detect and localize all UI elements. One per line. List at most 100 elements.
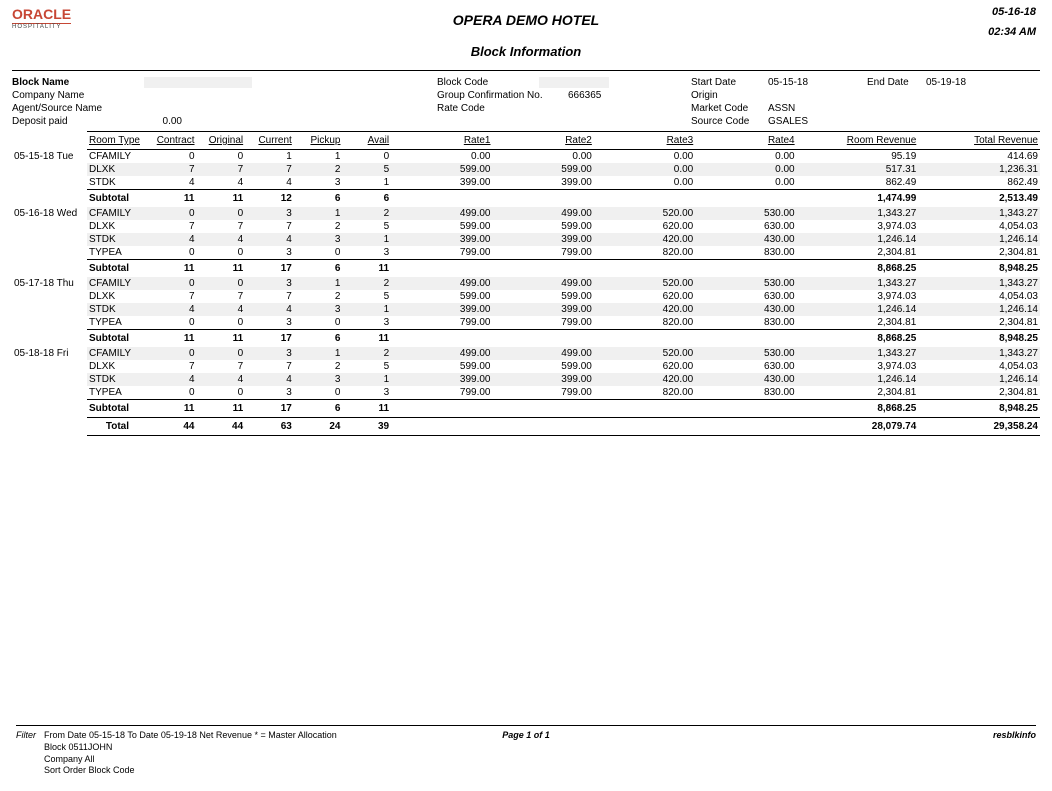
date-cell	[12, 360, 87, 373]
room-type-cell: STDK	[87, 176, 148, 190]
table-row: STDK44431399.00399.000.000.00862.49862.4…	[12, 176, 1040, 190]
original-cell: 0	[197, 150, 246, 164]
contract-cell: 4	[148, 176, 197, 190]
rate2-cell: 499.00	[493, 207, 594, 220]
contract-cell: 0	[148, 277, 197, 290]
pickup-cell: 0	[294, 246, 343, 260]
filter-line1: From Date 05-15-18 To Date 05-19-18 Net …	[44, 730, 337, 742]
date-cell	[12, 163, 87, 176]
current-cell: 7	[245, 360, 294, 373]
table-row: TYPEA00303799.00799.00820.00830.002,304.…	[12, 246, 1040, 260]
date-cell	[12, 290, 87, 303]
total-rev-cell: 1,343.27	[918, 207, 1040, 220]
end-date-value: 05-19-18	[926, 77, 966, 88]
avail-cell: 3	[342, 246, 391, 260]
table-row: 05-17-18 ThuCFAMILY00312499.00499.00520.…	[12, 277, 1040, 290]
room-type-cell: STDK	[87, 233, 148, 246]
agent-source-label: Agent/Source Name	[12, 103, 142, 114]
original-cell: 4	[197, 176, 246, 190]
rate1-cell: 499.00	[391, 347, 492, 360]
original-cell: 0	[197, 386, 246, 400]
avail-cell: 2	[342, 277, 391, 290]
original-cell: 0	[197, 316, 246, 330]
current-cell: 7	[245, 220, 294, 233]
room-type-cell: TYPEA	[87, 246, 148, 260]
room-rev-cell: 3,974.03	[797, 360, 919, 373]
current-cell: 3	[245, 277, 294, 290]
room-rev-cell: 2,304.81	[797, 386, 919, 400]
header-date: 05-16-18	[992, 6, 1036, 18]
end-date-label: End Date	[867, 77, 909, 88]
room-rev-cell: 3,974.03	[797, 290, 919, 303]
total-rev-cell: 1,343.27	[918, 277, 1040, 290]
report-id: resblkinfo	[993, 730, 1036, 740]
col-room-revenue: Room Revenue	[797, 132, 919, 150]
col-current: Current	[245, 132, 294, 150]
page-info: Page 1 of 1	[502, 730, 550, 740]
col-room-type: Room Type	[87, 132, 148, 150]
rate1-cell: 399.00	[391, 373, 492, 386]
rate2-cell: 0.00	[493, 150, 594, 164]
room-type-cell: CFAMILY	[87, 207, 148, 220]
rate1-cell: 399.00	[391, 233, 492, 246]
rate2-cell: 399.00	[493, 233, 594, 246]
current-cell: 7	[245, 163, 294, 176]
contract-cell: 0	[148, 246, 197, 260]
current-cell: 3	[245, 316, 294, 330]
source-code-value: GSALES	[768, 116, 808, 127]
contract-cell: 0	[148, 150, 197, 164]
col-total-revenue: Total Revenue	[918, 132, 1040, 150]
table-row: STDK44431399.00399.00420.00430.001,246.1…	[12, 373, 1040, 386]
date-cell	[12, 220, 87, 233]
rate4-cell: 830.00	[695, 246, 796, 260]
start-date-value: 05-15-18	[768, 77, 808, 88]
rate1-cell: 399.00	[391, 303, 492, 316]
room-rev-cell: 862.49	[797, 176, 919, 190]
rate1-cell: 0.00	[391, 150, 492, 164]
date-cell	[12, 303, 87, 316]
rate4-cell: 430.00	[695, 373, 796, 386]
current-cell: 4	[245, 233, 294, 246]
current-cell: 3	[245, 386, 294, 400]
table-row: DLXK77725599.00599.00620.00630.003,974.0…	[12, 360, 1040, 373]
total-rev-cell: 2,304.81	[918, 386, 1040, 400]
block-name-label: Block Name	[12, 77, 142, 88]
table-header-row: Room Type Contract Original Current Pick…	[12, 132, 1040, 150]
avail-cell: 2	[342, 207, 391, 220]
rate2-cell: 399.00	[493, 176, 594, 190]
room-rev-cell: 1,246.14	[797, 373, 919, 386]
filter-label: Filter	[16, 730, 36, 777]
col-contract: Contract	[148, 132, 197, 150]
rate2-cell: 799.00	[493, 316, 594, 330]
room-type-cell: CFAMILY	[87, 347, 148, 360]
group-conf-label: Group Confirmation No.	[437, 90, 543, 101]
rate2-cell: 599.00	[493, 220, 594, 233]
table-row: DLXK77725599.00599.000.000.00517.311,236…	[12, 163, 1040, 176]
pickup-cell: 2	[294, 290, 343, 303]
rate4-cell: 0.00	[695, 163, 796, 176]
total-row: Total444463243928,079.7429,358.24	[12, 418, 1040, 436]
col-avail: Avail	[342, 132, 391, 150]
original-cell: 0	[197, 207, 246, 220]
total-rev-cell: 862.49	[918, 176, 1040, 190]
room-rev-cell: 95.19	[797, 150, 919, 164]
pickup-cell: 0	[294, 386, 343, 400]
rate1-cell: 499.00	[391, 207, 492, 220]
header-time: 02:34 AM	[988, 26, 1036, 38]
rate1-cell: 599.00	[391, 360, 492, 373]
col-rate2: Rate2	[493, 132, 594, 150]
rate3-cell: 0.00	[594, 176, 695, 190]
original-cell: 4	[197, 233, 246, 246]
rate3-cell: 820.00	[594, 246, 695, 260]
pickup-cell: 3	[294, 303, 343, 316]
rate4-cell: 630.00	[695, 220, 796, 233]
report-header: ORACLE HOSPITALITY OPERA DEMO HOTEL Bloc…	[0, 0, 1052, 70]
avail-cell: 1	[342, 373, 391, 386]
avail-cell: 5	[342, 220, 391, 233]
rate3-cell: 620.00	[594, 290, 695, 303]
rate3-cell: 0.00	[594, 163, 695, 176]
room-rev-cell: 517.31	[797, 163, 919, 176]
contract-cell: 0	[148, 347, 197, 360]
room-type-cell: DLXK	[87, 360, 148, 373]
contract-cell: 0	[148, 386, 197, 400]
